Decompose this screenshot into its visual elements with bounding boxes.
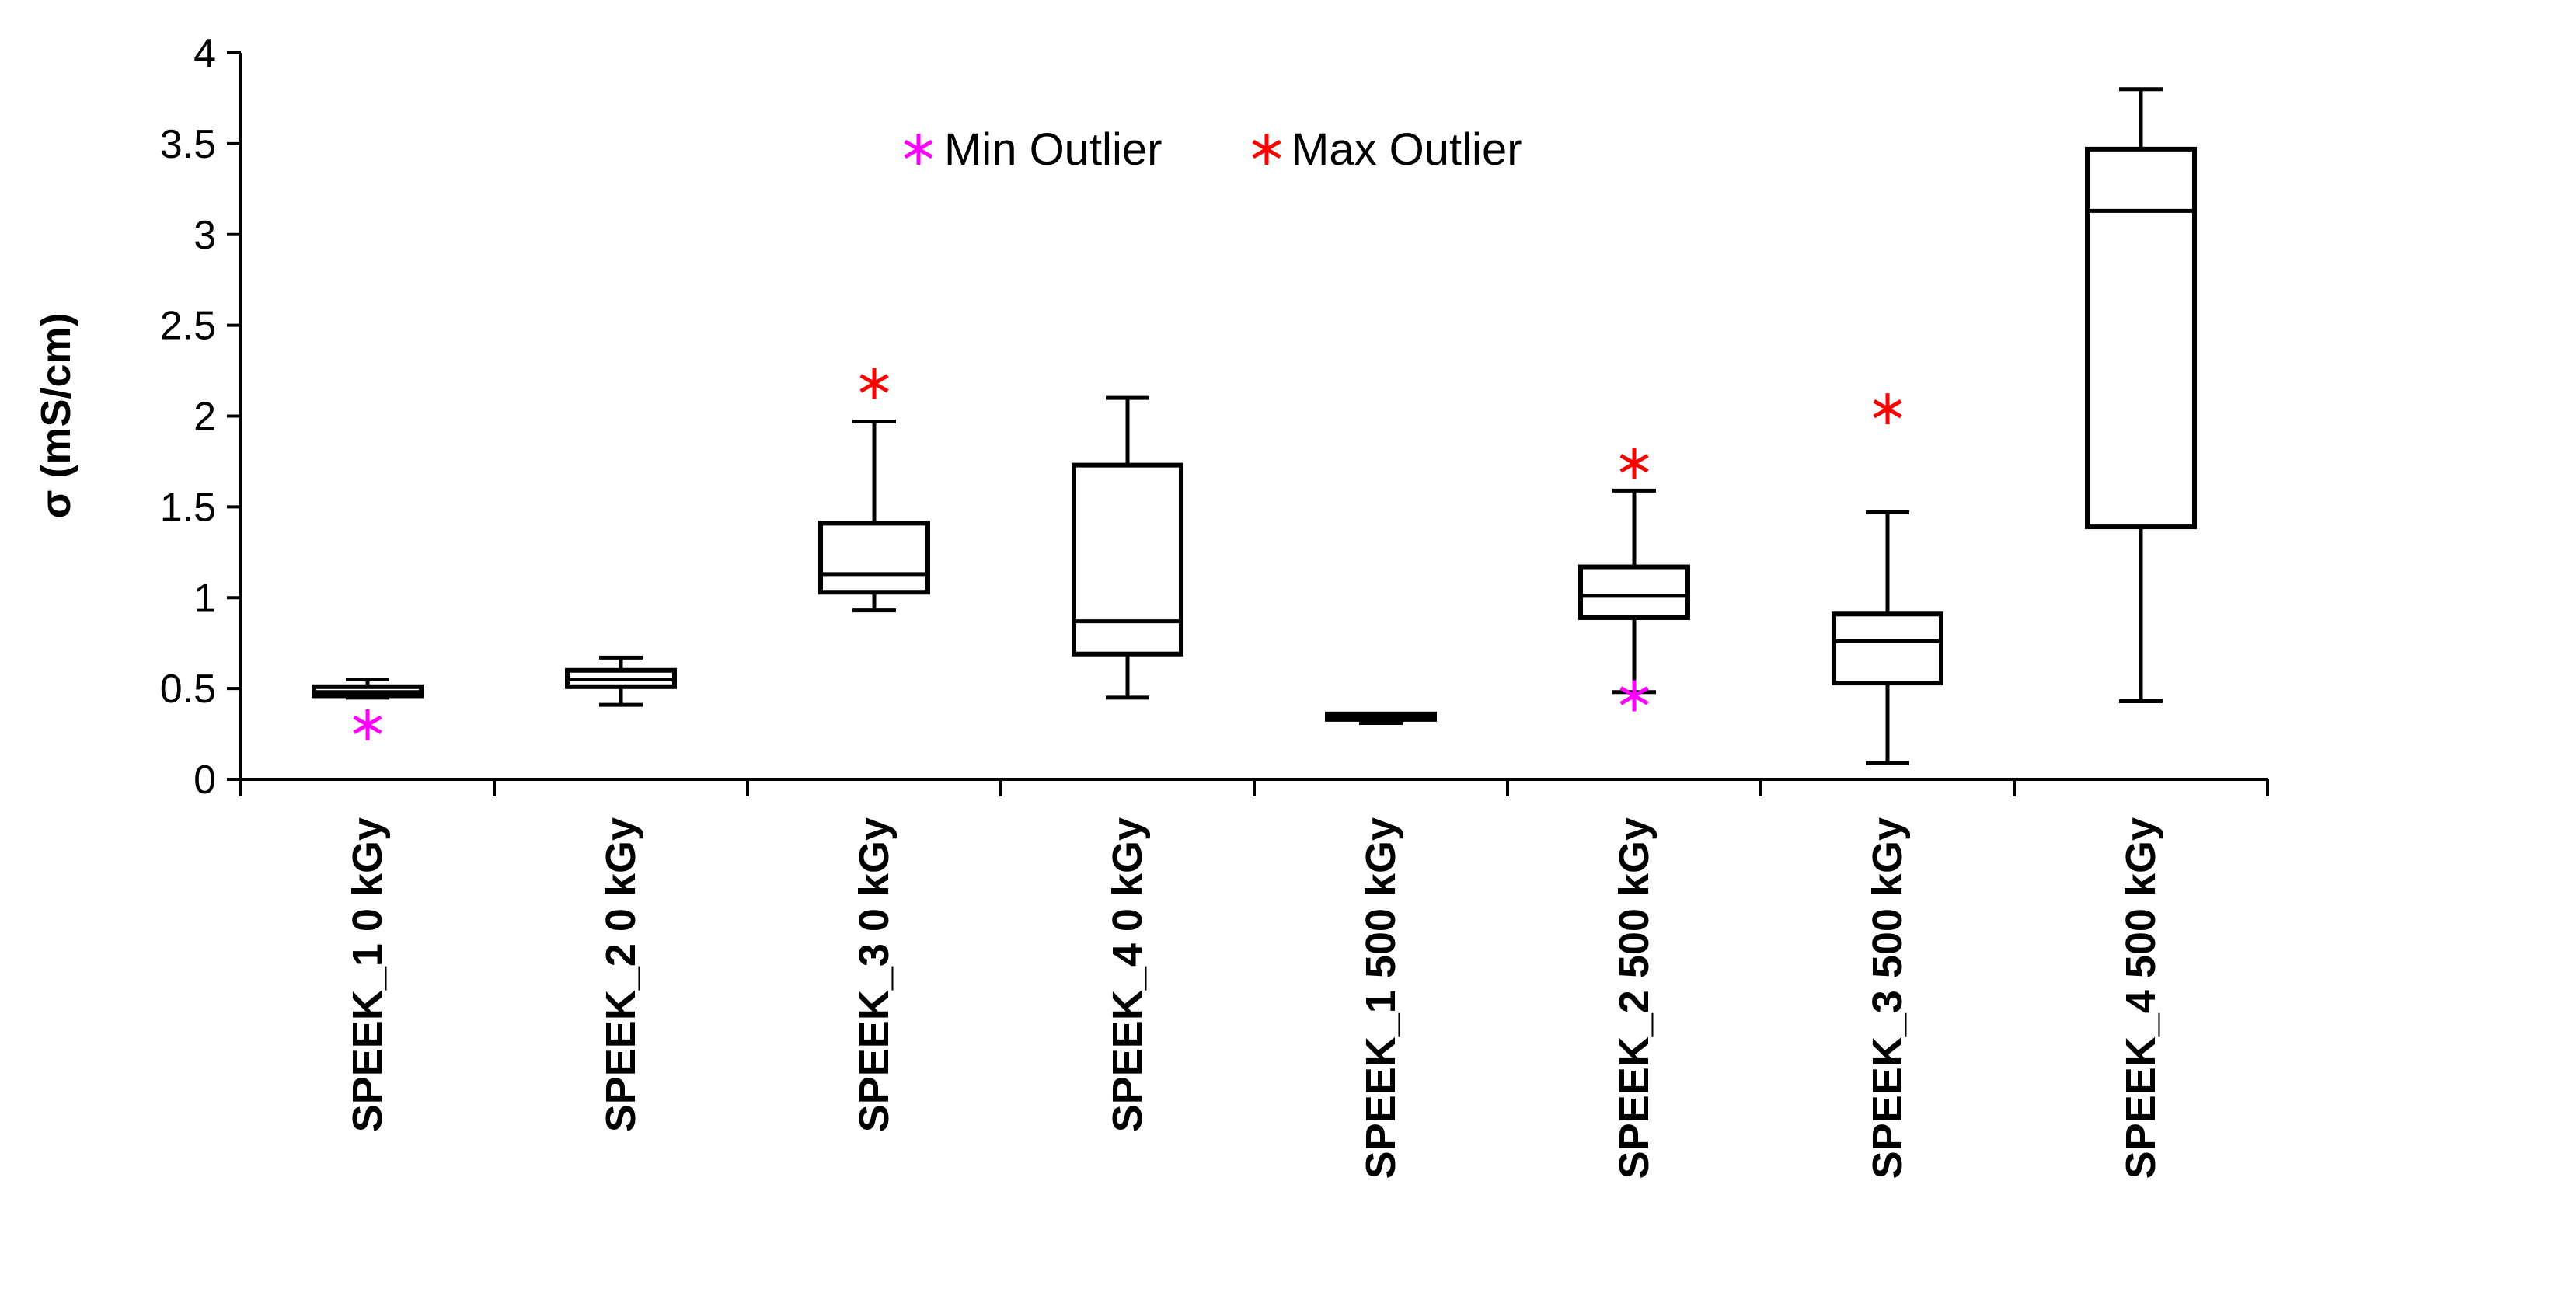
legend-item-min-outlier: Min Outlier — [904, 124, 1162, 175]
legend-label-min-outlier: Min Outlier — [944, 124, 1162, 175]
y-tick-label: 3 — [193, 213, 216, 258]
max-outlier-marker — [1873, 393, 1902, 425]
x-category-label: SPEEK_2 0 kGy — [598, 817, 644, 1132]
y-tick-label: 1 — [193, 576, 216, 621]
y-tick-label: 0 — [193, 758, 216, 803]
max-outlier-marker — [1619, 448, 1649, 479]
axes: 0 0.5 1 1.5 2 2.5 3 3.5 4 SPEEK_1 0 kGy SPEEK_2 0 … — [160, 31, 2269, 1179]
box-7 — [1832, 510, 1943, 765]
x-category-label: SPEEK_4 500 kGy — [2118, 817, 2164, 1179]
box-6 — [1578, 488, 1690, 695]
iqr-box — [1578, 564, 1690, 620]
y-tick-label: 3.5 — [160, 122, 216, 167]
box-5 — [1325, 711, 1437, 726]
max-outlier-marker — [859, 368, 889, 399]
x-category-label: SPEEK_3 0 kGy — [851, 817, 898, 1132]
box-1 — [312, 677, 424, 700]
iqr-box — [2085, 146, 2197, 530]
box-8 — [2085, 87, 2197, 703]
y-axis-title: σ (mS/cm) — [33, 313, 79, 519]
x-category-label: SPEEK_2 500 kGy — [1611, 817, 1657, 1179]
min-outlier-marker — [1619, 680, 1649, 712]
legend-marker-max-outlier — [1252, 134, 1281, 165]
x-category-label: SPEEK_1 500 kGy — [1358, 817, 1404, 1179]
legend-item-max-outlier: Max Outlier — [1252, 124, 1522, 175]
box-2 — [565, 655, 677, 707]
box-3 — [818, 420, 930, 613]
x-category-label: SPEEK_1 0 kGy — [344, 817, 391, 1132]
x-category-label: SPEEK_3 500 kGy — [1864, 817, 1911, 1179]
outliers — [353, 368, 1902, 740]
iqr-box — [1832, 611, 1943, 686]
y-tick-label: 0.5 — [160, 667, 216, 712]
y-tick-label: 1.5 — [160, 485, 216, 530]
min-outlier-marker — [353, 709, 382, 740]
legend-label-max-outlier: Max Outlier — [1291, 124, 1522, 175]
box-4 — [1072, 395, 1183, 700]
y-tick-label: 2.5 — [160, 304, 216, 349]
iqr-box — [818, 521, 930, 595]
x-category-label: SPEEK_4 0 kGy — [1104, 817, 1151, 1132]
iqr-box — [1072, 462, 1183, 657]
legend-marker-min-outlier — [904, 134, 933, 165]
boxes — [312, 87, 2197, 765]
y-tick-label: 2 — [193, 395, 216, 440]
y-tick-label: 4 — [193, 31, 216, 76]
legend: Min Outlier Max Outlier — [904, 124, 1522, 175]
